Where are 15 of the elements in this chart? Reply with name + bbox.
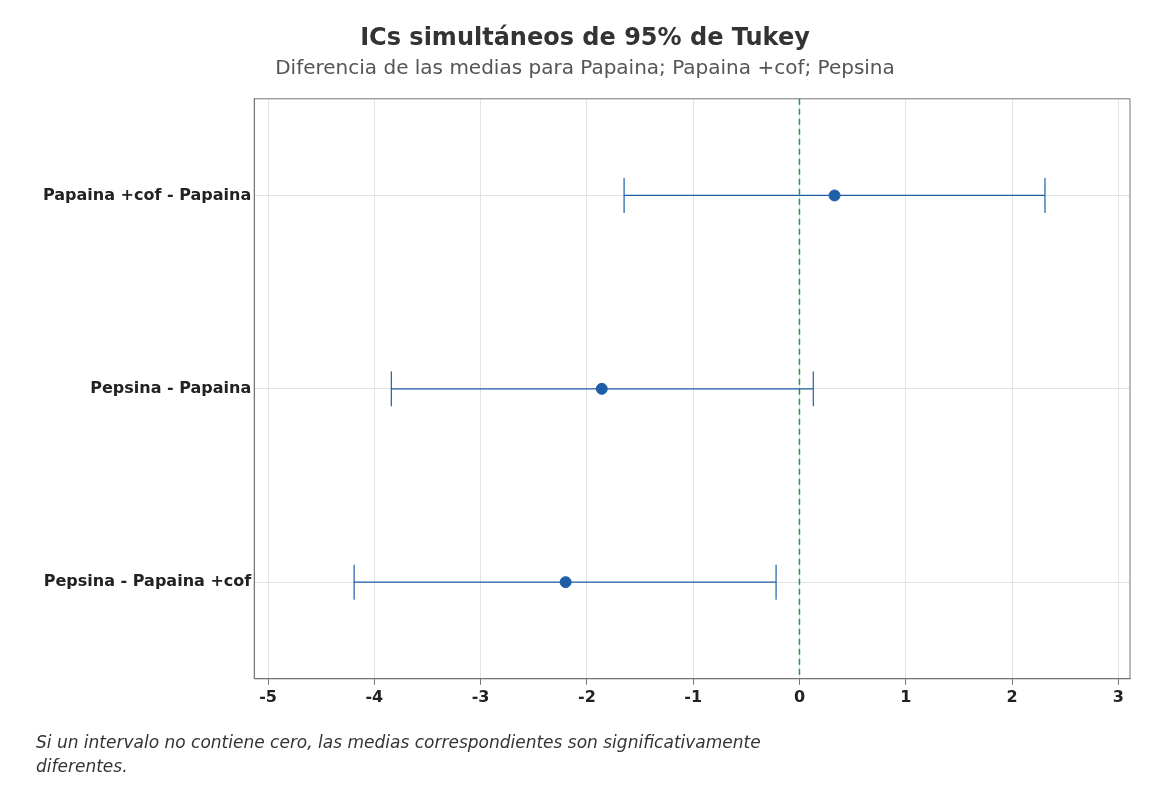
chart-subtitle: Diferencia de las medias para Papaina; Papaina +cof; Pepsina [275,55,895,79]
chart-title: ICs simultáneos de 95% de Tukey [360,22,811,51]
x-tick-label: -5 [259,686,277,706]
x-tick-label: -2 [578,686,596,706]
y-tick-label: Pepsina - Papaina +cof [43,571,253,591]
y-tick-label: Pepsina - Papaina [90,377,252,397]
x-tick-label: -3 [471,686,490,706]
x-tick-label: -4 [365,686,384,706]
x-tick-label: 0 [793,686,806,706]
x-tick-label: 1 [900,686,912,706]
x-tick-label: -1 [684,686,703,706]
text: Si un intervalo no contiene cero, las medias correspondientes son significativamente diferentes. [36,731,762,778]
x-tick-label: 3 [1112,686,1124,706]
x-tick-label: 2 [1006,686,1018,706]
y-tick-label: Papaina +cof - Papaina [42,184,252,204]
